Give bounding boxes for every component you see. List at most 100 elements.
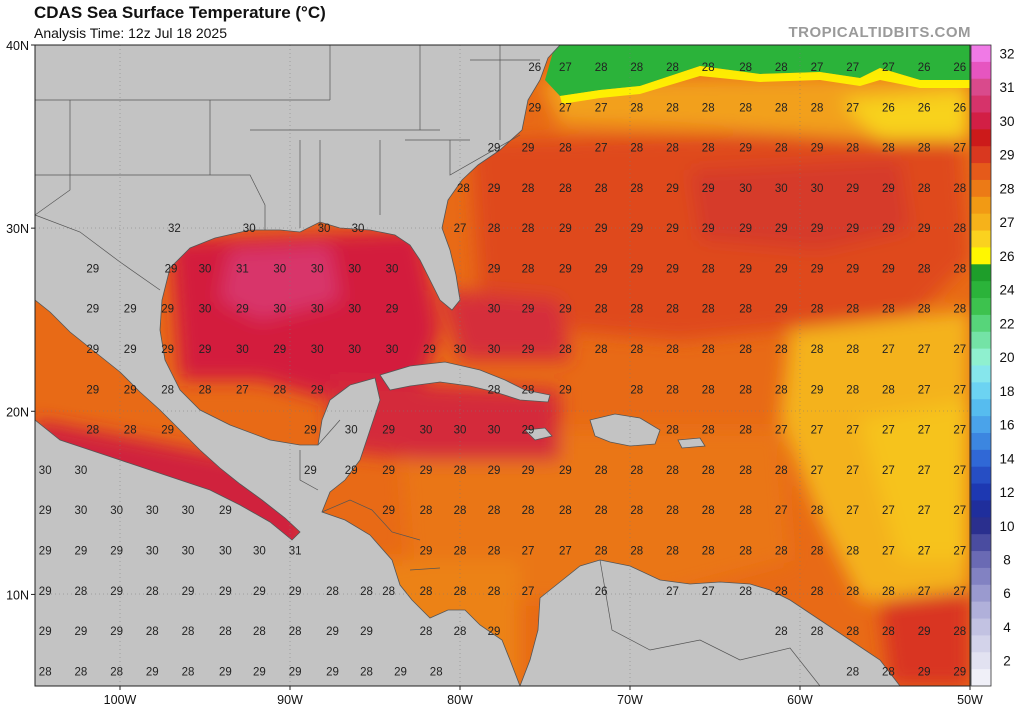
latitude-axis: 40N 30N 20N 10N bbox=[6, 39, 35, 602]
sst-value-label: 28 bbox=[630, 545, 643, 557]
sst-value-label: 27 bbox=[953, 344, 966, 356]
colorbar-label: 22 bbox=[999, 316, 1014, 331]
sst-value-label: 27 bbox=[953, 384, 966, 396]
colorbar-label: 27 bbox=[999, 215, 1014, 230]
sst-value-label: 30 bbox=[454, 344, 467, 356]
sst-value-label: 28 bbox=[394, 701, 407, 706]
sst-value-label: 29 bbox=[236, 304, 249, 316]
sst-value-label: 28 bbox=[666, 62, 679, 74]
sst-value-label: 30 bbox=[420, 425, 433, 437]
sst-value-label: 29 bbox=[39, 626, 52, 638]
sst-value-label: 29 bbox=[86, 304, 99, 316]
sst-value-label: 29 bbox=[219, 505, 232, 517]
sst-value-label: 28 bbox=[161, 384, 174, 396]
colorbar-swatch bbox=[971, 449, 991, 468]
sst-value-label: 28 bbox=[918, 701, 931, 706]
colorbar-swatch bbox=[971, 78, 991, 97]
sst-value-label: 28 bbox=[522, 183, 535, 195]
sst-guiana-warm bbox=[880, 590, 970, 686]
lat-tick-label: 10N bbox=[6, 588, 29, 602]
sst-value-label: 28 bbox=[630, 304, 643, 316]
sst-value-label: 29 bbox=[382, 505, 395, 517]
sst-value-label: 28 bbox=[775, 344, 788, 356]
sst-value-label: 27 bbox=[953, 586, 966, 598]
sst-value-label: 28 bbox=[488, 223, 501, 235]
sst-value-label: 29 bbox=[882, 223, 895, 235]
map-area: 26 27 28 28 28 28 28 28 27 27 27 26 26 29 27 27 28 28 28 28… bbox=[35, 45, 970, 706]
colorbar-label: 12 bbox=[999, 485, 1014, 500]
sst-value-label: 27 bbox=[522, 545, 535, 557]
sst-value-label: 28 bbox=[630, 143, 643, 155]
sst-value-label: 29 bbox=[386, 304, 399, 316]
sst-value-label: 29 bbox=[273, 344, 286, 356]
sst-value-label: 28 bbox=[953, 304, 966, 316]
colorbar-swatch bbox=[971, 382, 991, 400]
sst-value-label: 29 bbox=[775, 223, 788, 235]
sst-value-label: 27 bbox=[918, 384, 931, 396]
sst-value-label: 28 bbox=[595, 344, 608, 356]
sst-value-label: 28 bbox=[739, 545, 752, 557]
colorbar-swatch bbox=[971, 399, 991, 417]
sst-value-label: 28 bbox=[39, 666, 52, 678]
sst-value-label: 29 bbox=[124, 304, 137, 316]
colorbar-swatch bbox=[971, 281, 991, 299]
sst-value-label: 29 bbox=[522, 465, 535, 477]
sst-value-label: 28 bbox=[146, 586, 159, 598]
sst-value-label: 28 bbox=[811, 586, 824, 598]
sst-value-label: 28 bbox=[559, 505, 572, 517]
sst-value-label: 28 bbox=[326, 586, 339, 598]
sst-value-label: 28 bbox=[882, 626, 895, 638]
map-frame bbox=[34, 44, 971, 687]
sst-value-label: 28 bbox=[430, 701, 443, 706]
sst-value-label: 30 bbox=[348, 344, 361, 356]
sst-value-label: 28 bbox=[666, 304, 679, 316]
lon-tick-label: 80W bbox=[447, 693, 473, 706]
sst-value-label: 30 bbox=[811, 183, 824, 195]
colorbar-swatch bbox=[971, 466, 991, 485]
lon-tick-label: 90W bbox=[277, 693, 303, 706]
sst-value-label: 28 bbox=[846, 586, 859, 598]
sst-value-label: 29 bbox=[289, 666, 302, 678]
sst-value-label: 28 bbox=[775, 143, 788, 155]
colorbar-swatch bbox=[971, 534, 991, 552]
sst-caribbean bbox=[400, 430, 790, 600]
sst-value-label: 30 bbox=[273, 263, 286, 275]
sst-value-label: 28 bbox=[846, 545, 859, 557]
sst-value-label: 28 bbox=[775, 384, 788, 396]
sst-value-label: 30 bbox=[775, 183, 788, 195]
sst-value-label: 27 bbox=[953, 425, 966, 437]
sst-value-label: 29 bbox=[488, 626, 501, 638]
sst-value-label: 27 bbox=[918, 344, 931, 356]
sst-value-label: 27 bbox=[846, 465, 859, 477]
sst-value-label: 28 bbox=[488, 545, 501, 557]
colorbar-label: 14 bbox=[999, 451, 1015, 466]
lat-tick-label: 20N bbox=[6, 405, 29, 419]
sst-value-label: 28 bbox=[846, 666, 859, 678]
sst-value-label: 28 bbox=[253, 701, 266, 706]
sst-value-label: 29 bbox=[739, 223, 752, 235]
land-cuba bbox=[379, 361, 551, 403]
sst-value-label: 29 bbox=[811, 143, 824, 155]
sst-value-label: 30 bbox=[253, 545, 266, 557]
colorbar: 32 31 30 29 28 27 26 24 22 20 18 16 14 12 10 8 6 4 2 bbox=[970, 44, 1015, 687]
colorbar-swatch bbox=[971, 601, 991, 620]
sst-value-label: 30 bbox=[236, 344, 249, 356]
sst-value-label: 28 bbox=[882, 666, 895, 678]
colorbar-swatch bbox=[971, 179, 991, 198]
colorbar-swatch bbox=[971, 196, 991, 215]
colorbar-swatch bbox=[971, 112, 991, 130]
colorbar-swatch bbox=[971, 264, 991, 282]
colorbar-swatch bbox=[971, 163, 991, 181]
sst-value-label: 28 bbox=[630, 344, 643, 356]
sst-north-yellow bbox=[840, 90, 970, 140]
sst-value-label: 29 bbox=[918, 666, 931, 678]
sst-value-label: 28 bbox=[454, 545, 467, 557]
sst-value-label: 28 bbox=[360, 701, 373, 706]
colorbar-label: 2 bbox=[1003, 654, 1011, 669]
sst-value-label: 29 bbox=[882, 183, 895, 195]
sst-value-label: 29 bbox=[394, 666, 407, 678]
sst-value-label: 27 bbox=[882, 62, 895, 74]
colorbar-swatch bbox=[971, 129, 991, 147]
sst-value-label: 29 bbox=[311, 384, 324, 396]
sst-value-label: 29 bbox=[326, 626, 339, 638]
